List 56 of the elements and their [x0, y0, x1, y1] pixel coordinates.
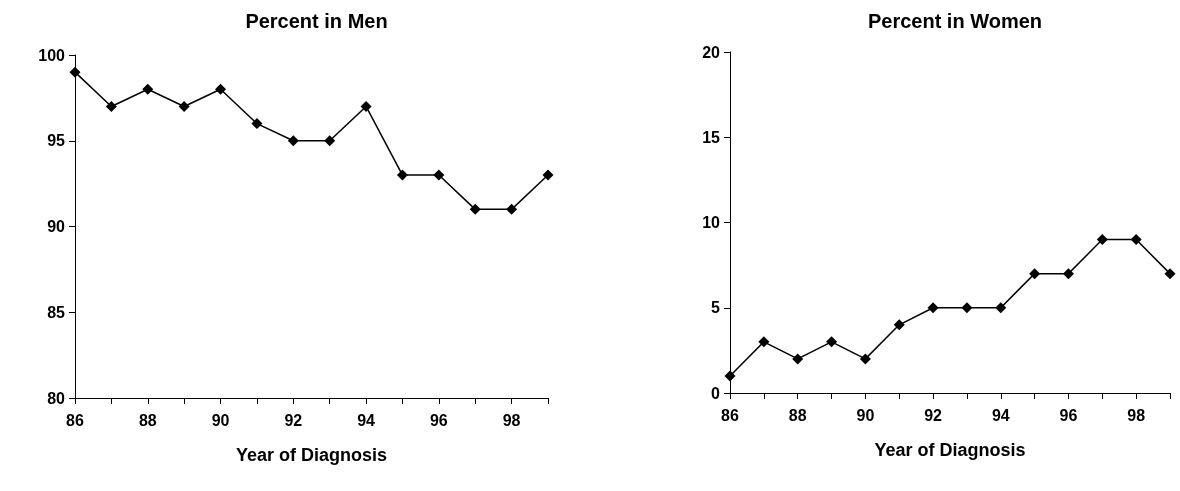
point — [287, 135, 299, 147]
x-tick-label: 88 — [138, 411, 157, 429]
point — [1096, 234, 1108, 246]
point — [927, 302, 939, 314]
point — [542, 169, 554, 181]
y-tick-label: 10 — [702, 214, 721, 231]
chart-title: Percent in Women — [867, 10, 1043, 32]
x-tick-label: 96 — [429, 411, 448, 429]
point — [1164, 268, 1176, 280]
point — [961, 302, 973, 314]
point — [995, 302, 1007, 314]
x-tick-label: 94 — [991, 406, 1010, 424]
y-tick-label: 90 — [47, 218, 66, 235]
x-tick-label: 86 — [721, 406, 739, 424]
point — [142, 83, 154, 95]
point — [178, 100, 190, 112]
x-tick-label: 94 — [357, 411, 376, 429]
point — [792, 353, 804, 365]
x-tick-label: 86 — [66, 411, 84, 429]
y-tick-label: 20 — [702, 43, 721, 61]
y-tick-label: 85 — [47, 303, 66, 321]
x-axis-title: Year of Diagnosis — [235, 445, 388, 465]
y-tick-label: 100 — [38, 46, 66, 64]
y-tick-label: 15 — [702, 128, 721, 146]
chart-title: Percent in Men — [245, 10, 388, 32]
point — [105, 100, 117, 112]
x-tick-label: 90 — [211, 411, 230, 429]
point — [215, 83, 227, 95]
point — [433, 169, 445, 181]
x-tick-label: 92 — [924, 406, 943, 424]
x-tick-label: 96 — [1059, 406, 1078, 424]
x-tick-label: 98 — [1127, 406, 1146, 424]
point — [360, 100, 372, 112]
point — [724, 370, 736, 382]
x-tick-label: 88 — [788, 406, 807, 424]
x-tick-label: 98 — [502, 411, 521, 429]
y-tick-label: 95 — [47, 132, 66, 150]
point — [1130, 234, 1142, 246]
point — [826, 336, 838, 348]
point — [396, 169, 408, 181]
point — [1062, 268, 1074, 280]
point — [859, 353, 871, 365]
point — [506, 203, 518, 215]
point — [893, 319, 905, 331]
y-tick-label: 80 — [47, 389, 66, 407]
x-axis-title: Year of Diagnosis — [874, 440, 1026, 460]
point — [1029, 268, 1041, 280]
x-tick-label: 90 — [856, 406, 875, 424]
y-tick-label: 0 — [711, 384, 721, 402]
point — [69, 66, 81, 78]
point — [469, 203, 481, 215]
y-tick-label: 5 — [711, 299, 721, 317]
point — [251, 118, 263, 130]
x-tick-label: 92 — [284, 411, 303, 429]
point — [758, 336, 770, 348]
point — [324, 135, 336, 147]
